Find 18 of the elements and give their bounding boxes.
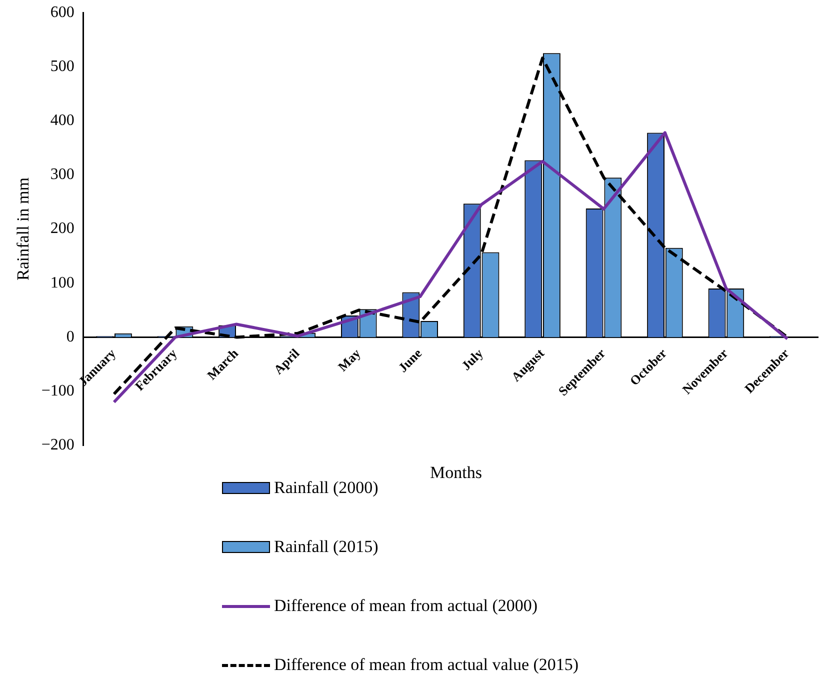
y-tick-label: 600 bbox=[50, 4, 74, 21]
legend-label: Rainfall (2015) bbox=[274, 537, 378, 557]
x-axis-title: Months bbox=[430, 463, 482, 482]
x-tick-label: June bbox=[395, 345, 425, 376]
legend-label: Difference of mean from actual (2000) bbox=[274, 596, 538, 616]
legend-label: Rainfall (2000) bbox=[274, 478, 378, 498]
y-tick-label: 500 bbox=[50, 58, 74, 75]
y-tick-label: 400 bbox=[50, 112, 74, 130]
x-tick-label: July bbox=[458, 345, 486, 374]
y-tick-label: −100 bbox=[41, 382, 74, 400]
y-tick-label: 300 bbox=[50, 166, 74, 184]
y-tick-label: −200 bbox=[41, 436, 74, 454]
y-tick-label: 0 bbox=[66, 328, 74, 346]
x-tick-label: May bbox=[334, 345, 364, 374]
y-tick-label: 200 bbox=[50, 220, 74, 238]
y-axis-title: Rainfall in mm bbox=[14, 178, 33, 280]
legend-label: Difference of mean from actual value (2015) bbox=[274, 655, 579, 675]
y-tick-label: 100 bbox=[50, 274, 74, 292]
